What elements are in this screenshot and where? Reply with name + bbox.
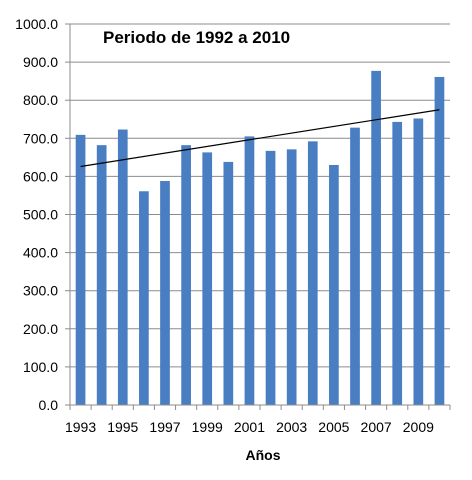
bar-2001 xyxy=(244,136,255,405)
x-tick-label: 2003 xyxy=(276,419,307,435)
bar-1996 xyxy=(139,191,149,405)
y-tick-label: 600.0 xyxy=(23,168,58,184)
chart-title: Periodo de 1992 a 2010 xyxy=(103,28,290,47)
bar-2009 xyxy=(413,118,424,405)
bar-1998 xyxy=(181,145,191,405)
bar-1997 xyxy=(160,180,170,405)
x-tick-label: 1993 xyxy=(65,419,96,435)
y-tick-label: 800.0 xyxy=(23,92,58,108)
y-tick-label: 0.0 xyxy=(39,397,59,413)
bar-2003 xyxy=(286,149,297,405)
y-tick-label: 900.0 xyxy=(23,54,58,70)
x-tick-label: 2007 xyxy=(361,419,392,435)
gridlines xyxy=(70,23,450,368)
bar-2007 xyxy=(371,70,381,405)
x-tick-label: 1995 xyxy=(107,419,138,435)
bars xyxy=(75,70,445,406)
y-tick-label: 400.0 xyxy=(23,245,58,261)
trend-line xyxy=(80,109,440,168)
bar-2000 xyxy=(223,161,234,405)
bar-2008 xyxy=(392,121,403,406)
y-tick-label: 100.0 xyxy=(23,359,58,375)
x-tick-label: 2009 xyxy=(403,419,434,435)
bar-2002 xyxy=(265,150,276,405)
bar-1995 xyxy=(117,129,128,406)
x-axis-title: Años xyxy=(246,447,281,463)
y-tick-label: 1000.0 xyxy=(15,16,58,32)
bar-2010 xyxy=(434,76,445,406)
y-tick-label: 300.0 xyxy=(23,283,58,299)
bar-1999 xyxy=(202,152,213,405)
y-tick-label: 700.0 xyxy=(23,130,58,146)
bar-2005 xyxy=(329,164,339,405)
axes xyxy=(65,23,451,410)
y-tick-label: 200.0 xyxy=(23,321,58,337)
x-tick-labels: 1993 1995 1997 1999 2001 2003 2005 2007 2009 xyxy=(65,419,434,435)
x-tick-label: 1997 xyxy=(149,419,180,435)
x-tick-label: 1999 xyxy=(192,419,223,435)
x-tick-label: 2001 xyxy=(234,419,265,435)
bar-2004 xyxy=(307,141,318,405)
x-tick-label: 2005 xyxy=(318,419,349,435)
bar-1993 xyxy=(75,134,86,405)
y-tick-label: 500.0 xyxy=(23,207,58,223)
bar-1994 xyxy=(96,145,107,405)
y-tick-labels: 0.0 100.0 200.0 300.0 400.0 500.0 600.0 700.0 80… xyxy=(15,16,58,413)
bar-2006 xyxy=(350,127,360,405)
